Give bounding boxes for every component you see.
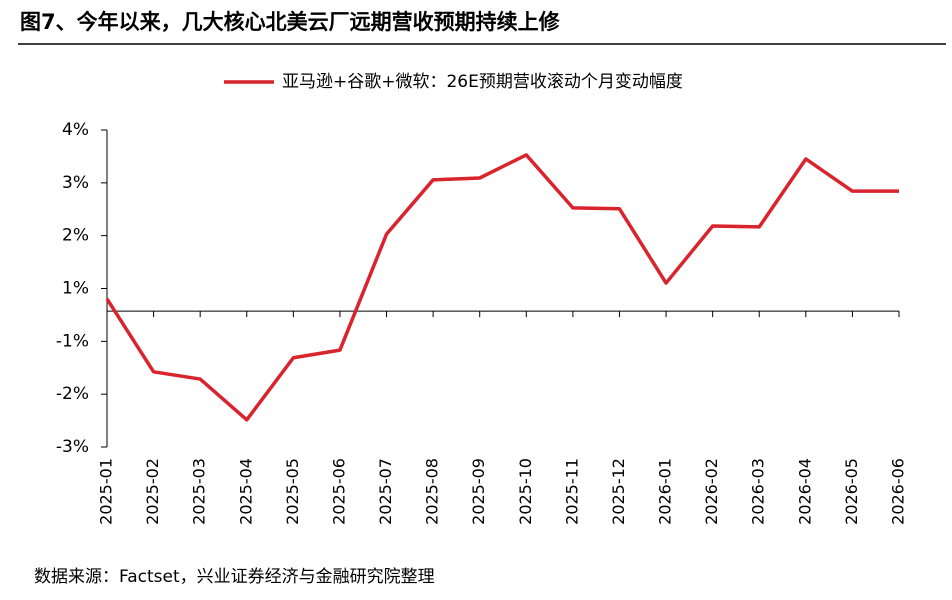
x-tick-label: 2025-04: [236, 458, 255, 525]
y-tick-label: 4%: [62, 120, 89, 140]
line: [105, 153, 899, 422]
y-tick-label: 3%: [62, 173, 89, 193]
x-tick-label: 2025-07: [376, 458, 395, 525]
x-tick-label: 2025-05: [283, 458, 302, 525]
x-tick-label: 2025-01: [97, 458, 116, 525]
x-tick-label: 2025-11: [562, 458, 581, 525]
legend-label: 亚马逊+谷歌+微软：26E预期营收滚动个月变动幅度: [282, 72, 683, 92]
y-tick-label: -2%: [56, 384, 89, 404]
y-tick-label: 2%: [62, 226, 89, 246]
x-tick-label: 2025-03: [190, 458, 209, 525]
chart-title: 图7、今年以来，几大核心北美云厂远期营收预期持续上修: [20, 10, 561, 34]
x-tick-label: 2026-05: [842, 458, 861, 525]
x-tick-label: 2025-06: [329, 458, 348, 525]
x-tick-label: 2025-10: [516, 458, 535, 525]
x-tick-label: 2025-02: [143, 458, 162, 525]
y-tick-label: 1%: [62, 279, 89, 299]
x-tick-label: 2025-09: [469, 458, 488, 525]
x-tick-label: 2026-02: [702, 458, 721, 525]
x-tick-label: 2026-06: [889, 458, 908, 525]
x-tick-label: 2025-12: [609, 458, 628, 525]
y-tick-label: -1%: [56, 331, 89, 351]
x-tick-label: 2025-08: [423, 458, 442, 525]
x-tick-label: 2026-01: [656, 458, 675, 525]
x-tick-label: 2026-04: [795, 458, 814, 525]
y-tick-label: -3%: [56, 437, 89, 457]
x-tick-label: 2026-03: [749, 458, 768, 525]
source-note: 数据来源：Factset，兴业证券经济与金融研究院整理: [34, 567, 435, 587]
